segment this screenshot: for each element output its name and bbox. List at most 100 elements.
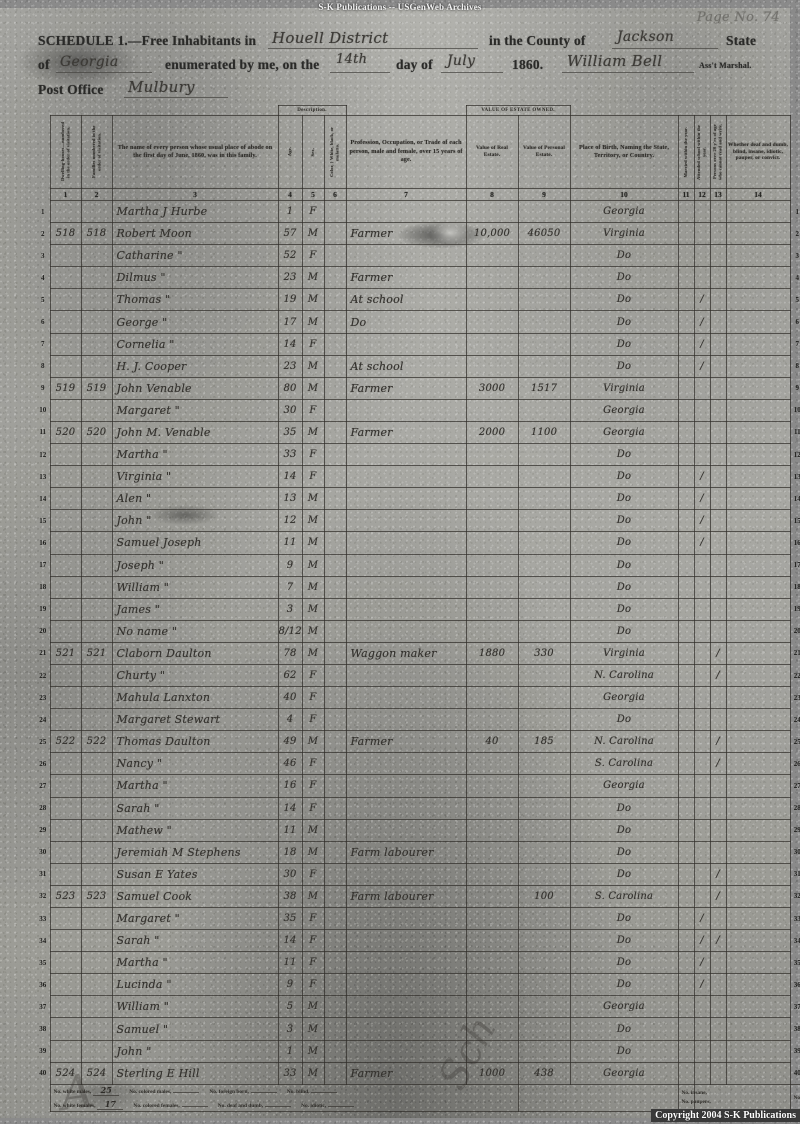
cell-personal-estate[interactable] <box>517 752 571 776</box>
cell-school[interactable] <box>693 818 711 842</box>
cell-real-estate[interactable] <box>465 663 519 688</box>
cell-married[interactable] <box>677 973 695 997</box>
cell-family[interactable] <box>80 774 113 798</box>
table-row[interactable]: 1 Martha J Hurbe 1 F Georgia 1 <box>36 199 800 224</box>
cell-real-estate[interactable]: 40 <box>465 730 519 754</box>
cell-married[interactable] <box>677 310 695 334</box>
cell-name[interactable]: Samuel Cook <box>111 884 279 909</box>
cell-personal-estate[interactable] <box>517 531 571 555</box>
cell-age[interactable]: 13 <box>277 487 303 511</box>
cell-infirmity[interactable] <box>725 840 791 864</box>
cell-name[interactable]: Martha " <box>111 443 279 467</box>
cell-name[interactable]: Thomas " <box>111 288 279 312</box>
cell-sex[interactable]: M <box>301 818 325 842</box>
cell-personal-estate[interactable] <box>517 288 571 312</box>
cell-name[interactable]: Martha " <box>111 951 279 975</box>
cell-birthplace[interactable]: N. Carolina <box>569 663 679 688</box>
cell-school[interactable]: / <box>693 951 711 975</box>
cell-dwelling[interactable] <box>49 663 82 688</box>
table-row[interactable]: 16 Samuel Joseph 11 M Do / 16 <box>36 531 800 555</box>
cell-dwelling[interactable] <box>49 619 82 643</box>
cell-personal-estate[interactable] <box>517 619 571 643</box>
table-row[interactable]: 37 William " 5 M Georgia 37 <box>36 995 800 1019</box>
cell-illiterate[interactable] <box>709 708 727 732</box>
cell-occupation[interactable] <box>345 575 467 599</box>
cell-family[interactable] <box>80 332 113 356</box>
table-row[interactable]: 3 Catharine " 52 F Do 3 <box>36 244 800 268</box>
cell-name[interactable]: H. J. Cooper <box>111 354 279 378</box>
cell-infirmity[interactable] <box>725 730 791 754</box>
cell-married[interactable] <box>677 376 695 400</box>
cell-family[interactable] <box>80 465 113 489</box>
cell-school[interactable]: / <box>693 354 711 378</box>
cell-occupation[interactable]: At school <box>345 288 467 312</box>
cell-family[interactable] <box>80 354 113 378</box>
cell-infirmity[interactable] <box>725 906 791 931</box>
cell-school[interactable] <box>693 641 711 665</box>
cell-birthplace[interactable]: Do <box>569 553 679 577</box>
cell-name[interactable]: Margaret " <box>111 398 279 422</box>
cell-personal-estate[interactable] <box>517 332 571 356</box>
table-row[interactable]: 24 Margaret Stewart 4 F Do 24 <box>36 708 800 732</box>
cell-school[interactable] <box>693 376 711 400</box>
cell-real-estate[interactable] <box>465 796 519 820</box>
cell-illiterate[interactable] <box>709 398 727 422</box>
cell-married[interactable] <box>677 818 695 842</box>
cell-married[interactable] <box>677 796 695 820</box>
cell-personal-estate[interactable] <box>517 443 571 467</box>
cell-sex[interactable]: F <box>301 752 325 776</box>
cell-age[interactable]: 35 <box>277 906 303 931</box>
cell-age[interactable]: 23 <box>277 266 303 290</box>
cell-personal-estate[interactable] <box>517 266 571 290</box>
cell-school[interactable] <box>693 575 711 599</box>
cell-school[interactable] <box>693 1061 711 1085</box>
cell-name[interactable]: Cornelia " <box>111 332 279 356</box>
cell-occupation[interactable] <box>345 818 467 842</box>
cell-age[interactable]: 46 <box>277 752 303 776</box>
cell-personal-estate[interactable] <box>517 818 571 842</box>
cell-dwelling[interactable] <box>49 597 82 621</box>
cell-married[interactable] <box>677 398 695 422</box>
cell-infirmity[interactable] <box>725 553 791 577</box>
cell-birthplace[interactable]: Georgia <box>569 774 679 798</box>
cell-infirmity[interactable] <box>725 266 791 290</box>
cell-real-estate[interactable] <box>465 199 519 224</box>
cell-birthplace[interactable]: Do <box>569 796 679 820</box>
cell-real-estate[interactable] <box>465 929 519 953</box>
cell-dwelling[interactable]: 522 <box>49 730 82 754</box>
cell-infirmity[interactable] <box>725 862 791 886</box>
cell-occupation[interactable] <box>345 708 467 732</box>
cell-dwelling[interactable]: 523 <box>49 884 82 909</box>
cell-dwelling[interactable] <box>49 487 82 511</box>
cell-infirmity[interactable] <box>725 288 791 312</box>
cell-illiterate[interactable] <box>709 420 727 445</box>
cell-infirmity[interactable] <box>725 641 791 665</box>
cell-family[interactable] <box>80 531 113 555</box>
cell-color[interactable] <box>323 509 347 533</box>
cell-occupation[interactable] <box>345 1017 467 1041</box>
cell-infirmity[interactable] <box>725 818 791 842</box>
cell-family[interactable]: 523 <box>80 884 113 909</box>
cell-birthplace[interactable]: Do <box>569 332 679 356</box>
cell-family[interactable] <box>80 686 113 710</box>
cell-sex[interactable]: M <box>301 376 325 400</box>
cell-sex[interactable]: M <box>301 531 325 555</box>
cell-occupation[interactable]: Farmer <box>345 1061 467 1085</box>
cell-name[interactable]: Sarah " <box>111 929 279 953</box>
cell-illiterate[interactable] <box>709 354 727 378</box>
cell-sex[interactable]: M <box>301 884 325 909</box>
cell-married[interactable] <box>677 222 695 246</box>
cell-sex[interactable]: F <box>301 796 325 820</box>
cell-birthplace[interactable]: S. Carolina <box>569 884 679 909</box>
cell-school[interactable] <box>693 995 711 1019</box>
cell-birthplace[interactable]: Do <box>569 818 679 842</box>
cell-dwelling[interactable] <box>49 840 82 864</box>
cell-personal-estate[interactable] <box>517 310 571 334</box>
cell-family[interactable] <box>80 619 113 643</box>
cell-birthplace[interactable]: Do <box>569 288 679 312</box>
cell-married[interactable] <box>677 575 695 599</box>
table-row[interactable]: 7 Cornelia " 14 F Do / 7 <box>36 332 800 356</box>
cell-age[interactable]: 33 <box>277 443 303 467</box>
cell-occupation[interactable] <box>345 199 467 224</box>
cell-occupation[interactable] <box>345 509 467 533</box>
